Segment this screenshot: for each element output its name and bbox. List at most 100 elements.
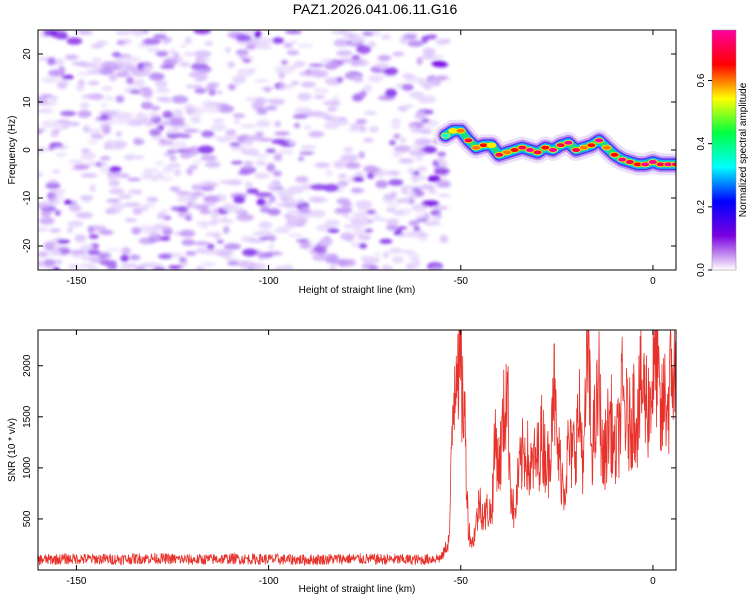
spectrogram-noise-blob [89, 225, 107, 232]
spectrogram-noise-blob [190, 193, 199, 200]
spectrogram-noise-blob [87, 140, 98, 145]
spectrogram-noise-blob [180, 152, 192, 159]
spectrogram-noise-blob [392, 51, 405, 57]
spectrogram-noise-blob [402, 196, 415, 201]
spectrogram-noise-blob [375, 169, 392, 176]
spectrogram-noise-blob [256, 198, 266, 206]
spectrogram-noise-blob [275, 203, 290, 207]
spectrogram-noise-blob [154, 160, 164, 166]
spectrogram-noise-blob [46, 57, 56, 66]
spectrogram-noise-blob [393, 133, 401, 140]
spectrogram-noise-blob [258, 253, 265, 260]
spectrogram-noise-blob [337, 258, 348, 267]
spectrogram-noise-blob [414, 111, 427, 120]
spectrogram-noise-blob [359, 243, 367, 249]
spectrogram-noise-blob [159, 30, 167, 34]
spectrogram-noise-blob [74, 234, 87, 243]
spectrogram-noise-blob [159, 236, 171, 241]
spectrogram-noise-blob [151, 105, 160, 111]
spectrogram-noise-blob [417, 236, 429, 242]
spectrogram-noise-blob [356, 57, 366, 66]
spectrogram-noise-blob [243, 160, 254, 167]
spectrogram-noise-blob [80, 244, 93, 251]
spectrogram-noise-blob [56, 82, 68, 90]
spectrogram-noise-blob [388, 179, 404, 186]
spectrogram-noise-blob [194, 77, 205, 82]
spectrogram-noise-blob [138, 237, 156, 245]
spectrogram-noise-blob [212, 118, 225, 124]
spectrogram-noise-blob [104, 95, 114, 102]
spectrogram-noise-blob [401, 188, 408, 195]
spectrogram-noise-blob [256, 109, 268, 115]
spectrogram-noise-blob [230, 160, 243, 165]
spectrogram-noise-blob [255, 160, 267, 166]
spectrogram-track-point [594, 137, 604, 144]
spectrogram-noise-blob [87, 69, 102, 75]
spectrogram-noise-blob [133, 155, 145, 160]
spectrogram-noise-blob [170, 119, 186, 126]
spectrogram-noise-blob [362, 84, 373, 93]
spectrogram-noise-blob [97, 252, 112, 259]
spectrogram-noise-blob [371, 212, 381, 219]
spectrogram-noise-blob [284, 201, 298, 208]
spectrogram-noise-blob [239, 123, 258, 129]
x-tick-label: -150 [66, 576, 86, 587]
y-tick-label: 0 [22, 147, 33, 153]
spectrogram-noise-blob [435, 38, 448, 47]
spectrogram-noise-blob [436, 75, 447, 81]
spectrogram-noise-blob [313, 88, 330, 94]
colorbar: 0.0 0.2 0.4 0.6 Normalized spectral amplitu… [696, 29, 749, 277]
spectrogram-noise-blob [340, 232, 355, 241]
spectrogram-noise-blob [115, 30, 132, 35]
spectrogram-noise-blob [144, 120, 154, 127]
spectrogram-noise-blob [111, 52, 122, 58]
spectrogram-noise-blob [383, 251, 390, 259]
spectrogram-noise-blob [43, 30, 58, 36]
y-tick-label: 20 [22, 48, 33, 60]
spectrogram-noise-blob [169, 186, 181, 192]
spectrogram-track-point [555, 142, 566, 149]
spectrogram-noise-blob [168, 48, 177, 55]
spectrogram-noise-blob [315, 246, 328, 255]
spectrogram-noise-blob [281, 224, 298, 229]
spectrogram-noise-blob [274, 265, 288, 270]
spectrogram-noise-blob [298, 71, 315, 77]
spectrogram-noise-blob [233, 119, 241, 125]
spectrogram-noise-blob [157, 82, 166, 89]
spectrogram-noise-blob [159, 138, 168, 145]
spectrogram-noise-blob [357, 232, 365, 240]
spectrogram-noise-blob [286, 50, 300, 56]
spectrogram-x-label: Height of straight line (km) [299, 285, 416, 296]
spectrogram-noise-blob [171, 95, 189, 104]
spectrogram-noise-blob [419, 128, 433, 135]
spectrogram-noise-blob [92, 64, 103, 71]
spectrogram-noise-blob [435, 214, 443, 220]
spectrogram-noise-blob [271, 139, 287, 145]
spectrogram-noise-blob [156, 96, 170, 102]
spectrogram-noise-blob [67, 264, 80, 268]
spectrogram-noise-blob [363, 165, 377, 173]
spectrogram-noise-blob [292, 114, 308, 119]
spectrogram-noise-blob [275, 70, 284, 74]
spectrogram-noise-blob [193, 50, 212, 58]
spectrogram-noise-blob [267, 208, 281, 216]
spectrogram-track-point [463, 137, 474, 144]
spectrogram-noise-blob [291, 39, 298, 44]
spectrogram-noise-blob [41, 120, 58, 128]
spectrogram-noise-blob [274, 131, 290, 136]
spectrogram-noise-blob [362, 31, 374, 37]
spectrogram-noise-blob [367, 75, 383, 83]
spectrogram-noise-blob [68, 121, 81, 127]
spectrogram-noise-blob [38, 226, 50, 232]
spectrogram-noise-blob [188, 164, 199, 170]
spectrogram-noise-blob [186, 168, 194, 176]
spectrogram-track-point [640, 161, 651, 168]
spectrogram-noise-blob [269, 98, 285, 106]
spectrogram-noise-blob [348, 216, 362, 222]
spectrogram-noise-blob [55, 152, 68, 158]
spectrogram-noise-blob [89, 184, 96, 193]
spectrogram-noise-blob [42, 259, 57, 267]
spectrogram-noise-blob [49, 228, 61, 233]
spectrogram-noise-blob [429, 54, 445, 59]
spectrogram-noise-blob [155, 124, 162, 132]
